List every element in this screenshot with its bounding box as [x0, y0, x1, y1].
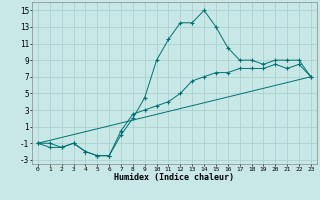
X-axis label: Humidex (Indice chaleur): Humidex (Indice chaleur)	[115, 173, 234, 182]
